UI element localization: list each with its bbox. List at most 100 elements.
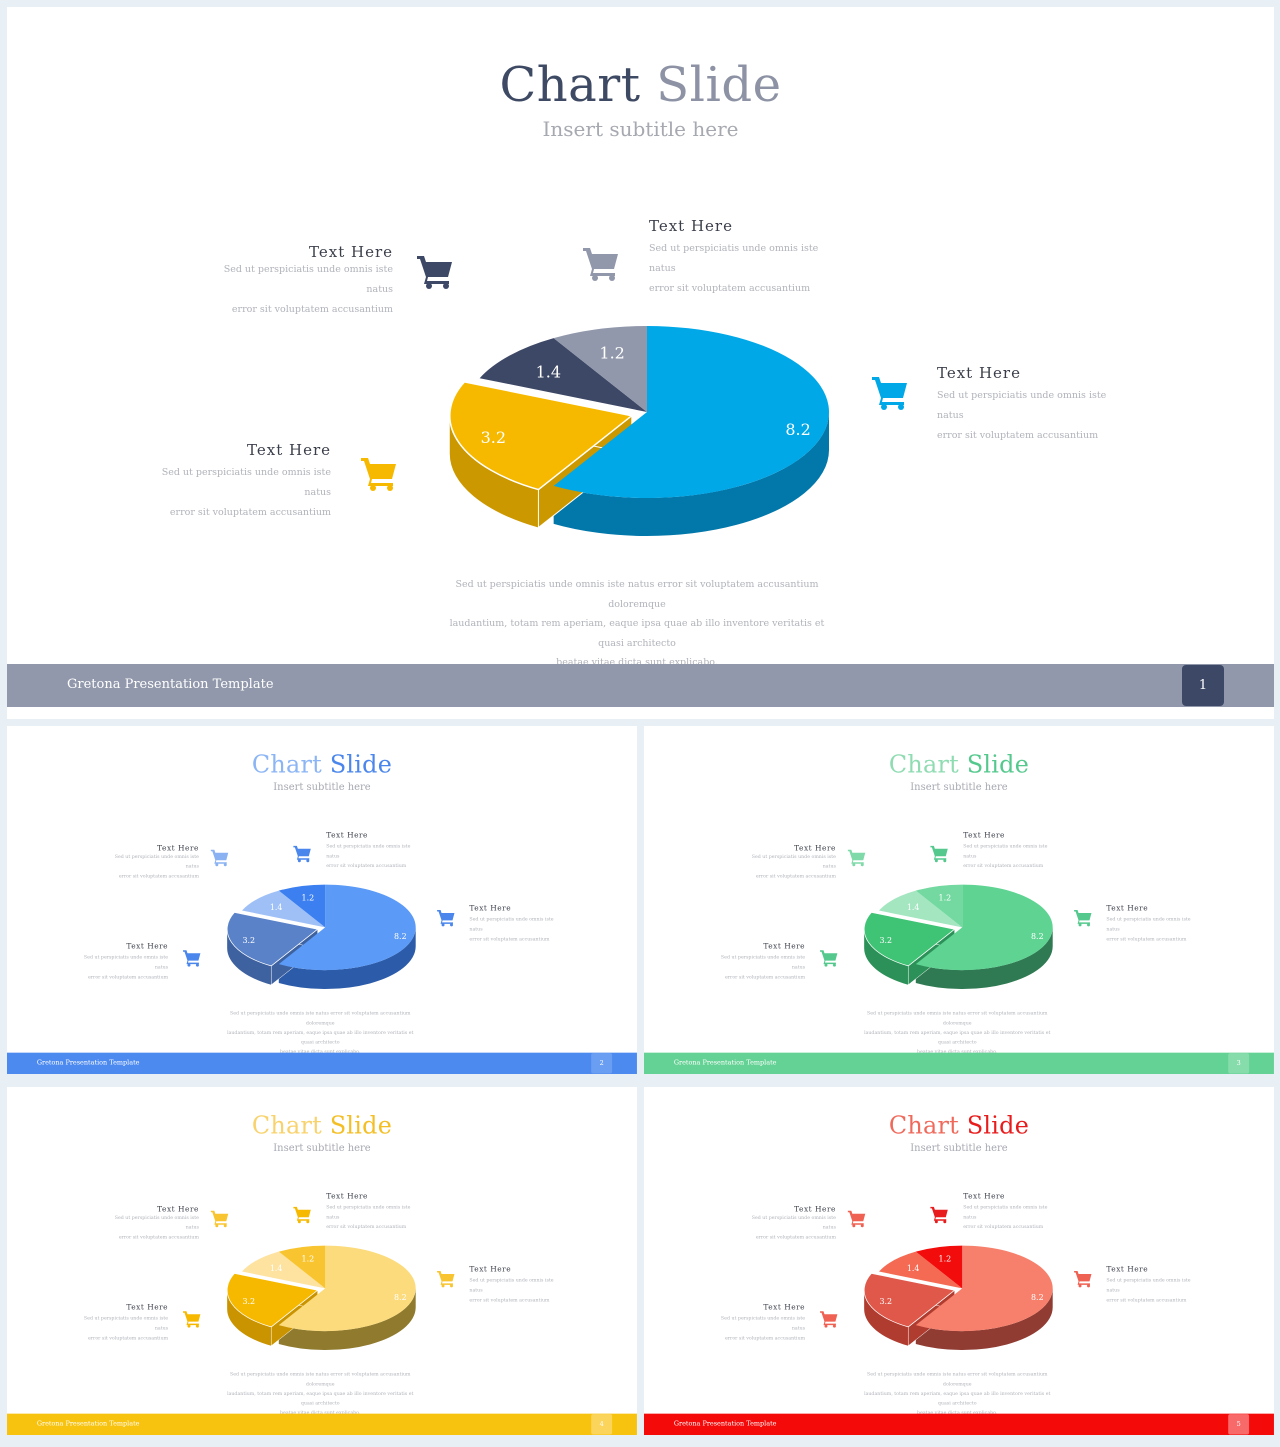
callout-body-line: error sit voluptatem accusantium: [88, 1335, 169, 1342]
title-word-slide: Slide: [329, 1111, 393, 1140]
slide-subtitle: Insert subtitle here: [542, 117, 739, 141]
body-paragraph: Sed ut perspiciatis unde omnis iste natu…: [221, 1369, 420, 1417]
page-number-badge: 4: [591, 1414, 613, 1435]
callout-body-line: error sit voluptatem accusantium: [649, 283, 811, 294]
body-paragraph-line: laudantium, totam rem aperiam, eaque ips…: [227, 1390, 414, 1406]
title-word-chart: Chart: [888, 750, 959, 779]
slide-content: Chart Slide Insert subtitle here Text He…: [7, 1087, 637, 1435]
callout-body-line: error sit voluptatem accusantium: [118, 1234, 199, 1241]
callout-body-line: error sit voluptatem accusantium: [169, 507, 331, 518]
callout-body-line: Sed ut perspiciatis unde omnis iste natu…: [751, 1214, 836, 1231]
callout-title-top-left: Text Here: [794, 843, 836, 853]
title-word-slide: Slide: [656, 57, 782, 113]
shopping-cart-icon: [293, 1206, 311, 1224]
shopping-cart-icon: [437, 1270, 455, 1288]
page-number: 2: [599, 1059, 604, 1068]
pie-slice-8-2: [278, 1245, 416, 1332]
pie-value-label: 8.2: [1031, 932, 1044, 941]
pie-chart: 8.2 3.2 1.4 1.2: [863, 1245, 1053, 1351]
pie-value-label: 3.2: [242, 936, 255, 945]
callout-body-line: error sit voluptatem accusantium: [118, 873, 199, 880]
callout-title-top-middle: Text Here: [326, 830, 368, 840]
callout-body-right: Sed ut perspiciatis unde omnis iste natu…: [1106, 1275, 1198, 1305]
callout-body-right: Sed ut perspiciatis unde omnis iste natu…: [937, 386, 1122, 446]
callout-body-line: Sed ut perspiciatis unde omnis iste natu…: [649, 243, 819, 274]
footer-template-name: Gretona Presentation Template: [36, 1059, 140, 1067]
slide-title: Chart Slide: [7, 751, 637, 779]
pie-slice-side: [278, 1288, 416, 1351]
body-paragraph-line: beatae vitae dicta sunt explicabo.: [221, 1408, 420, 1418]
callout-title-bottom-left: Text Here: [763, 1302, 806, 1312]
callout-title-right: Text Here: [469, 903, 512, 913]
slide-2[interactable]: Chart Slide Insert subtitle here Text He…: [7, 726, 637, 1074]
callout-body-top-left: Sed ut perspiciatis unde omnis iste natu…: [744, 852, 836, 882]
callout-title-top-middle: Text Here: [963, 830, 1005, 840]
callout-body-line: Sed ut perspiciatis unde omnis iste natu…: [751, 853, 836, 870]
callout-body-line: Sed ut perspiciatis unde omnis iste natu…: [963, 1204, 1048, 1220]
footer-bar: Gretona Presentation Template: [7, 664, 1274, 707]
footer-bar: Gretona Presentation Template: [644, 1413, 1274, 1435]
body-paragraph: Sed ut perspiciatis unde omnis iste natu…: [437, 575, 837, 673]
footer-bar: Gretona Presentation Template: [7, 1413, 637, 1435]
body-paragraph-line: laudantium, totam rem aperiam, eaque ips…: [227, 1029, 414, 1045]
callout-title-top-middle: Text Here: [963, 1191, 1005, 1201]
callout-body-line: Sed ut perspiciatis unde omnis iste natu…: [1106, 1277, 1191, 1293]
callout-body-line: error sit voluptatem accusantium: [469, 1297, 550, 1303]
callout-body-line: Sed ut perspiciatis unde omnis iste natu…: [469, 916, 554, 932]
slide-title: Chart Slide: [644, 1112, 1274, 1140]
pie-slice-1-4: [241, 1251, 326, 1289]
callout-body-line: error sit voluptatem accusantium: [963, 1224, 1044, 1230]
pie-slice-3-2: [226, 911, 319, 967]
callout-title-bottom-left: Text Here: [126, 941, 169, 951]
pie-chart: 8.2 3.2 1.4 1.2: [863, 884, 1053, 990]
pie-value-label: 8.2: [785, 420, 810, 439]
footer-template-name: Gretona Presentation Template: [36, 1420, 140, 1428]
pie-slice-8-2: [915, 1245, 1053, 1332]
callout-body-top-left: Sed ut perspiciatis unde omnis iste natu…: [107, 1213, 199, 1243]
callout-body-top-middle: Sed ut perspiciatis unde omnis iste natu…: [963, 1202, 1055, 1232]
callout-body-bottom-left: Sed ut perspiciatis unde omnis iste natu…: [146, 463, 331, 523]
pie-slice-1-4: [479, 338, 647, 412]
callout-body-line: Sed ut perspiciatis unde omnis iste natu…: [83, 954, 169, 971]
footer-bar: Gretona Presentation Template: [7, 1052, 637, 1074]
callout-body-top-middle: Sed ut perspiciatis unde omnis iste natu…: [326, 1202, 418, 1232]
pie-slice-side: [915, 1288, 1053, 1351]
pie-value-label: 3.2: [242, 1297, 255, 1306]
callout-body-line: error sit voluptatem accusantium: [725, 974, 806, 981]
pie-value-label: 1.2: [939, 1255, 952, 1264]
callout-body-bottom-left: Sed ut perspiciatis unde omnis iste natu…: [713, 953, 805, 983]
slide-5[interactable]: Chart Slide Insert subtitle here Text He…: [644, 1087, 1274, 1435]
slide-3[interactable]: Chart Slide Insert subtitle here Text He…: [644, 726, 1274, 1074]
callout-body-line: error sit voluptatem accusantium: [469, 936, 550, 942]
title-word-slide: Slide: [966, 750, 1030, 779]
callout-body-line: Sed ut perspiciatis unde omnis iste natu…: [223, 264, 393, 295]
slide-content: Chart Slide Insert subtitle here Text He…: [644, 1087, 1274, 1435]
body-paragraph: Sed ut perspiciatis unde omnis iste natu…: [858, 1008, 1057, 1056]
pie-slice-1-2: [278, 1245, 326, 1289]
body-paragraph-line: laudantium, totam rem aperiam, eaque ips…: [449, 618, 825, 649]
callout-title-bottom-left: Text Here: [247, 441, 331, 459]
page-number-badge: 5: [1228, 1414, 1250, 1435]
callout-body-line: Sed ut perspiciatis unde omnis iste natu…: [720, 1315, 806, 1332]
pie-slice-3-2: [226, 1272, 319, 1328]
callout-body-line: error sit voluptatem accusantium: [725, 1335, 806, 1342]
pie-slice-side: [864, 929, 909, 985]
page-number-badge: 2: [591, 1053, 613, 1074]
footer-bar: Gretona Presentation Template: [644, 1052, 1274, 1074]
slide-content: Chart Slide Insert subtitle here Text He…: [644, 726, 1274, 1074]
title-word-chart: Chart: [251, 1111, 322, 1140]
pie-slice-8-2: [915, 884, 1053, 971]
shopping-cart-icon: [820, 1311, 838, 1328]
footer-template-name: Gretona Presentation Template: [673, 1059, 777, 1067]
callout-body-line: error sit voluptatem accusantium: [937, 430, 1099, 441]
slide-1[interactable]: Chart Slide Insert subtitle here Text He…: [7, 7, 1274, 719]
callout-title-bottom-left: Text Here: [763, 941, 806, 951]
page-number-badge: 3: [1228, 1053, 1250, 1074]
callout-body-right: Sed ut perspiciatis unde omnis iste natu…: [469, 1275, 561, 1305]
body-paragraph-line: Sed ut perspiciatis unde omnis iste natu…: [229, 1010, 411, 1026]
title-word-slide: Slide: [329, 750, 393, 779]
shopping-cart-icon: [437, 909, 455, 927]
slide-4[interactable]: Chart Slide Insert subtitle here Text He…: [7, 1087, 637, 1435]
pie-slice-1-2: [915, 884, 963, 928]
pie-value-label: 3.2: [879, 1297, 892, 1306]
